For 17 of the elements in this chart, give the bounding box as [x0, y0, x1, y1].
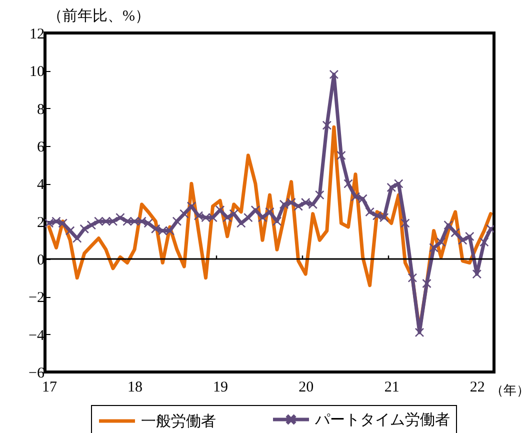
x-tick-label: 22 [470, 380, 485, 396]
x-tick-label: 20 [298, 380, 314, 396]
y-tick-label: −4 [28, 328, 45, 344]
y-tick-label: −2 [28, 290, 44, 306]
x-tick-label: 21 [384, 380, 400, 396]
y-tick-label: 2 [37, 214, 44, 231]
y-tick-label: −6 [28, 366, 45, 382]
x-axis-title: （年） [490, 382, 530, 398]
y-tick-label: 12 [30, 26, 44, 42]
y-tick-label: 4 [37, 177, 45, 194]
x-tick-label: 19 [213, 380, 228, 396]
y-tick-label: 8 [37, 102, 44, 118]
x-tick-label: 17 [42, 380, 58, 396]
y-axis-title: （前年比、%） [48, 8, 150, 24]
x-tick-label: 18 [128, 380, 143, 396]
legend-label: パートタイム労働者 [314, 411, 450, 428]
legend-label: 一般労働者 [141, 413, 216, 430]
